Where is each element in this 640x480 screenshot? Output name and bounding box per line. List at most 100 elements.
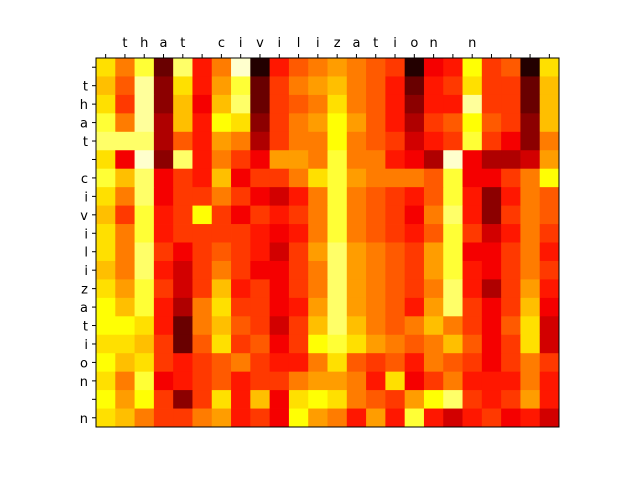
heatmap-cell-r7-c18 (443, 187, 463, 206)
heatmap-cell-r12-c8 (250, 279, 271, 299)
heatmap-cell-r6-c16 (404, 168, 425, 188)
heatmap-cell-r1-c2 (134, 76, 155, 96)
heatmap-cell-r6-c17 (423, 168, 444, 188)
heatmap-cell-r19-c11 (308, 408, 328, 428)
heatmap-cell-r16-c7 (231, 353, 251, 373)
heatmap-cell-r18-c4 (173, 390, 193, 409)
y-tick-label: i (84, 227, 88, 242)
heatmap-cell-r2-c7 (231, 94, 251, 114)
heatmap-cell-r14-c22 (520, 316, 541, 336)
heatmap-cell-r14-c3 (153, 316, 174, 336)
heatmap-cell-r12-c20 (481, 279, 502, 299)
heatmap-cell-r7-c13 (346, 187, 367, 206)
heatmap-cell-r3-c7 (231, 113, 251, 133)
y-tick-label: a (80, 301, 88, 316)
heatmap-cell-r17-c13 (346, 371, 367, 391)
heatmap-cell-r5-c14 (366, 150, 386, 170)
heatmap-cell-r9-c21 (501, 224, 521, 243)
heatmap-cell-r2-c20 (481, 94, 502, 114)
heatmap-cell-r11-c18 (443, 260, 463, 280)
heatmap-cell-r13-c20 (481, 297, 502, 317)
heatmap-cell-r13-c2 (134, 297, 155, 317)
heatmap-cell-r12-c2 (134, 279, 155, 299)
heatmap-cell-r11-c1 (115, 260, 135, 280)
heatmap-cell-r4-c8 (250, 131, 271, 151)
heatmap-cell-r11-c17 (423, 260, 444, 280)
heatmap-cell-r2-c15 (385, 94, 406, 114)
heatmap-cell-r7-c22 (520, 187, 541, 206)
heatmap-cell-r5-c19 (462, 150, 483, 170)
heatmap-cell-r7-c11 (308, 187, 328, 206)
heatmap-cell-r8-c17 (423, 205, 444, 225)
heatmap-cell-r4-c12 (327, 131, 348, 151)
heatmap-cell-r0-c8 (250, 58, 271, 77)
heatmap-cell-r14-c12 (327, 316, 348, 336)
heatmap-cell-r1-c1 (115, 76, 135, 96)
heatmap-cell-r10-c14 (366, 242, 386, 262)
heatmap-cell-r7-c7 (231, 187, 251, 206)
heatmap-cell-r19-c5 (192, 408, 213, 428)
heatmap-cell-r4-c0 (96, 131, 116, 151)
heatmap-cell-r19-c10 (288, 408, 309, 428)
heatmap-cell-r12-c4 (173, 279, 193, 299)
y-tick-label: n (80, 412, 88, 427)
heatmap-cell-r15-c18 (443, 334, 463, 354)
heatmap-cell-r0-c6 (211, 58, 232, 77)
heatmap-cell-r3-c23 (539, 113, 560, 133)
heatmap-cell-r1-c22 (520, 76, 541, 96)
heatmap-cell-r4-c9 (269, 131, 290, 151)
heatmap-cell-r19-c1 (115, 408, 135, 428)
heatmap-cell-r11-c12 (327, 260, 348, 280)
heatmap-cell-r19-c16 (404, 408, 425, 428)
heatmap-cell-r7-c6 (211, 187, 232, 206)
heatmap-cell-r3-c14 (366, 113, 386, 133)
heatmap-cell-r10-c23 (539, 242, 560, 262)
heatmap-cell-r1-c3 (153, 76, 174, 96)
heatmap-cell-r7-c21 (501, 187, 521, 206)
heatmap-cell-r12-c22 (520, 279, 541, 299)
heatmap-cell-r14-c19 (462, 316, 483, 336)
heatmap-cell-r16-c22 (520, 353, 541, 373)
heatmap-cell-r1-c12 (327, 76, 348, 96)
heatmap-cell-r18-c16 (404, 390, 425, 409)
heatmap-cell-r13-c21 (501, 297, 521, 317)
heatmap-cell-r15-c1 (115, 334, 135, 354)
heatmap-cell-r10-c12 (327, 242, 348, 262)
y-tick-label: l (84, 246, 88, 261)
heatmap-cell-r10-c17 (423, 242, 444, 262)
heatmap-cell-r15-c8 (250, 334, 271, 354)
heatmap-cell-r8-c12 (327, 205, 348, 225)
heatmap-cell-r11-c21 (501, 260, 521, 280)
heatmap-cell-r2-c10 (288, 94, 309, 114)
heatmap-cell-r0-c0 (96, 58, 116, 77)
heatmap-cell-r1-c10 (288, 76, 309, 96)
y-tick-label: t (83, 80, 88, 95)
heatmap-cell-r3-c10 (288, 113, 309, 133)
heatmap-cell-r7-c10 (288, 187, 309, 206)
heatmap-cell-r10-c8 (250, 242, 271, 262)
heatmap-cell-r7-c0 (96, 187, 116, 206)
heatmap-cell-r6-c5 (192, 168, 213, 188)
heatmap-cell-r19-c8 (250, 408, 271, 428)
y-tick-label: h (80, 98, 88, 113)
heatmap-cell-r8-c0 (96, 205, 116, 225)
heatmap-cell-r1-c17 (423, 76, 444, 96)
x-tick-label: t (122, 36, 127, 51)
x-tick-label: a (352, 36, 360, 51)
heatmap-cell-r14-c20 (481, 316, 502, 336)
x-tick-label: i (393, 36, 397, 51)
heatmap-cell-r10-c6 (211, 242, 232, 262)
heatmap-cell-r7-c1 (115, 187, 135, 206)
heatmap-cell-r1-c6 (211, 76, 232, 96)
heatmap-cell-r16-c9 (269, 353, 290, 373)
heatmap-cell-r7-c15 (385, 187, 406, 206)
heatmap-cell-r3-c5 (192, 113, 213, 133)
heatmap-cell-r19-c22 (520, 408, 541, 428)
heatmap-cell-r11-c23 (539, 260, 560, 280)
heatmap-cell-r10-c19 (462, 242, 483, 262)
heatmap-cell-r18-c9 (269, 390, 290, 409)
heatmap-cell-r4-c1 (115, 131, 135, 151)
heatmap-cell-r3-c9 (269, 113, 290, 133)
heatmap-cell-r0-c21 (501, 58, 521, 77)
